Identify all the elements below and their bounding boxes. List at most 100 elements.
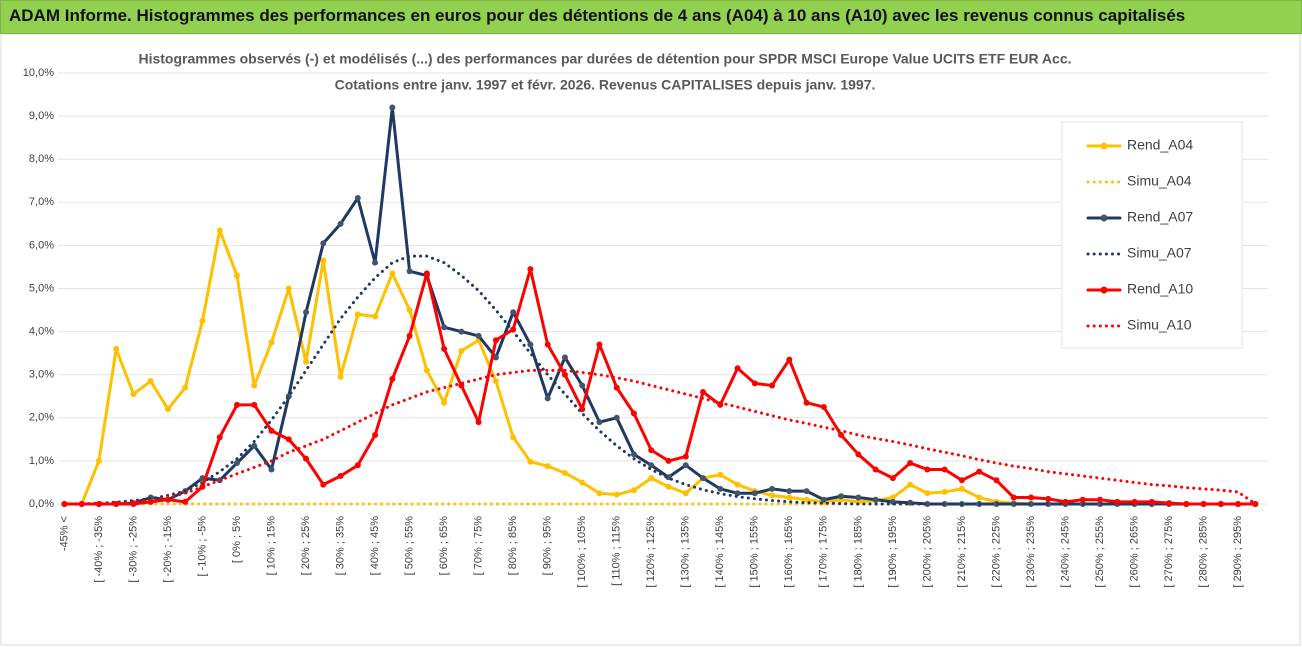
y-tick-label: 1,0% — [29, 455, 54, 467]
data-point — [389, 376, 396, 383]
legend-label: Rend_A04 — [1127, 137, 1193, 153]
data-point — [458, 328, 465, 335]
data-point — [372, 313, 379, 320]
data-point — [527, 341, 534, 348]
x-tick-label: [ 290% ; 295% — [1232, 516, 1244, 588]
data-point — [234, 460, 240, 467]
data-point — [596, 419, 603, 426]
x-tick-label: [ 180% ; 185% — [852, 516, 864, 588]
data-point — [95, 457, 102, 464]
data-point — [1252, 501, 1259, 507]
data-point — [251, 442, 258, 449]
data-point — [423, 367, 430, 374]
data-point — [406, 307, 413, 314]
data-point — [458, 347, 465, 354]
data-point — [769, 492, 776, 499]
data-point — [1062, 498, 1069, 505]
x-tick-label: [ 200% ; 205% — [921, 516, 933, 588]
data-point — [561, 371, 568, 378]
data-point — [630, 451, 637, 458]
data-point — [1131, 498, 1138, 505]
y-tick-label: 10,0% — [23, 67, 54, 79]
x-tick-label: [ -40% ; -35% — [93, 516, 105, 583]
data-point — [544, 341, 551, 348]
data-point — [182, 498, 189, 505]
data-point — [234, 401, 240, 408]
data-point — [803, 399, 810, 406]
data-point — [734, 481, 741, 488]
data-point — [1183, 501, 1190, 507]
x-tick-label: [ 30% ; 35% — [334, 516, 346, 576]
data-point — [941, 466, 948, 473]
x-tick-label: [ 160% ; 165% — [783, 516, 795, 588]
data-point — [924, 466, 931, 473]
data-point — [303, 358, 310, 365]
y-tick-label: 2,0% — [29, 412, 54, 424]
data-point — [320, 240, 327, 247]
data-point — [303, 455, 310, 462]
data-point — [251, 401, 258, 408]
data-point — [907, 481, 914, 488]
data-point — [510, 434, 517, 441]
data-point — [251, 382, 258, 389]
y-tick-label: 6,0% — [29, 239, 54, 251]
data-point — [613, 414, 620, 421]
x-tick-label: [ 150% ; 155% — [749, 516, 761, 588]
data-point — [751, 490, 758, 497]
data-point — [1079, 496, 1086, 503]
data-point — [630, 410, 637, 417]
data-point — [1217, 501, 1224, 507]
data-point — [630, 487, 637, 494]
legend-label: Simu_A07 — [1127, 245, 1192, 261]
data-point — [389, 270, 396, 277]
data-point — [199, 317, 206, 324]
data-point — [475, 419, 482, 426]
data-point — [700, 475, 707, 482]
data-point — [285, 285, 292, 292]
x-tick-label: [ 270% ; 275% — [1163, 516, 1175, 588]
data-point — [682, 462, 689, 469]
x-tick-label: [ 190% ; 195% — [887, 516, 899, 588]
data-point — [958, 485, 965, 492]
data-point — [320, 481, 327, 488]
data-point — [958, 477, 965, 484]
data-point — [786, 494, 793, 501]
data-point — [389, 104, 396, 111]
data-point — [1045, 495, 1052, 502]
data-point — [113, 345, 120, 352]
data-point — [717, 471, 724, 478]
x-tick-label: [ -20% ; -15% — [162, 516, 174, 583]
data-point — [648, 447, 655, 454]
x-tick-label: -45% < — [58, 516, 70, 551]
data-point — [976, 494, 983, 501]
x-tick-label: [ 210% ; 215% — [956, 516, 968, 588]
legend-marker — [1100, 142, 1108, 150]
y-tick-label: 5,0% — [29, 282, 54, 294]
data-point — [1010, 494, 1017, 501]
legend-marker — [1100, 286, 1108, 294]
data-point — [717, 485, 724, 492]
x-tick-label: [ -30% ; -25% — [127, 516, 139, 583]
data-point — [682, 490, 689, 497]
x-tick-label: [ -10% ; -5% — [196, 516, 208, 577]
legend-label: Rend_A10 — [1127, 281, 1193, 297]
data-point — [907, 460, 914, 467]
y-tick-label: 4,0% — [29, 326, 54, 338]
data-point — [924, 501, 931, 507]
data-point — [544, 463, 551, 470]
data-point — [354, 462, 361, 469]
data-point — [510, 309, 517, 316]
data-point — [889, 475, 896, 482]
data-point — [579, 479, 586, 486]
legend-box — [1061, 121, 1243, 349]
x-tick-label: [ 70% ; 75% — [473, 516, 485, 576]
data-point — [423, 270, 430, 277]
data-point — [1200, 501, 1207, 507]
series-line — [62, 254, 1257, 506]
data-point — [596, 490, 603, 497]
data-point — [803, 496, 810, 503]
data-point — [820, 404, 827, 411]
x-tick-label: [ 230% ; 235% — [1025, 516, 1037, 588]
x-tick-label: [ 120% ; 125% — [645, 516, 657, 588]
